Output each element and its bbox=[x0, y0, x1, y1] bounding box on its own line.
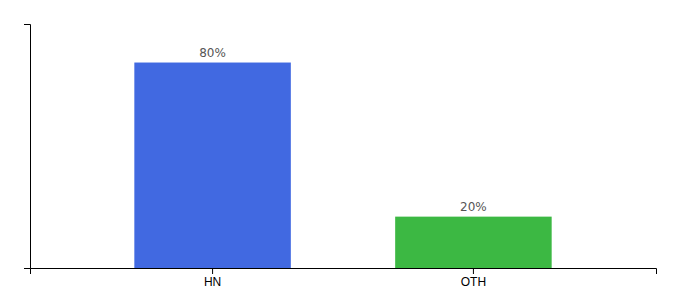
x-axis: HN OTH bbox=[31, 268, 657, 289]
x-tick-label: OTH bbox=[461, 275, 486, 289]
x-tick-label: HN bbox=[204, 275, 221, 289]
data-label: 20% bbox=[460, 200, 487, 214]
bar bbox=[395, 217, 551, 268]
y-axis-line bbox=[24, 25, 31, 269]
x-tick: HN bbox=[204, 268, 221, 289]
data-label: 80% bbox=[199, 46, 226, 60]
y-axis bbox=[24, 25, 31, 269]
data-labels: 80% 20% bbox=[199, 46, 487, 214]
x-tick-mark bbox=[212, 268, 213, 274]
bars bbox=[134, 63, 551, 268]
x-axis-line bbox=[31, 269, 657, 275]
plot: 80% 20% HN OTH bbox=[24, 25, 657, 289]
x-tick: OTH bbox=[461, 268, 486, 289]
x-tick-mark bbox=[473, 268, 474, 274]
chart: 80% 20% HN OTH bbox=[0, 0, 680, 300]
bar bbox=[134, 63, 291, 268]
